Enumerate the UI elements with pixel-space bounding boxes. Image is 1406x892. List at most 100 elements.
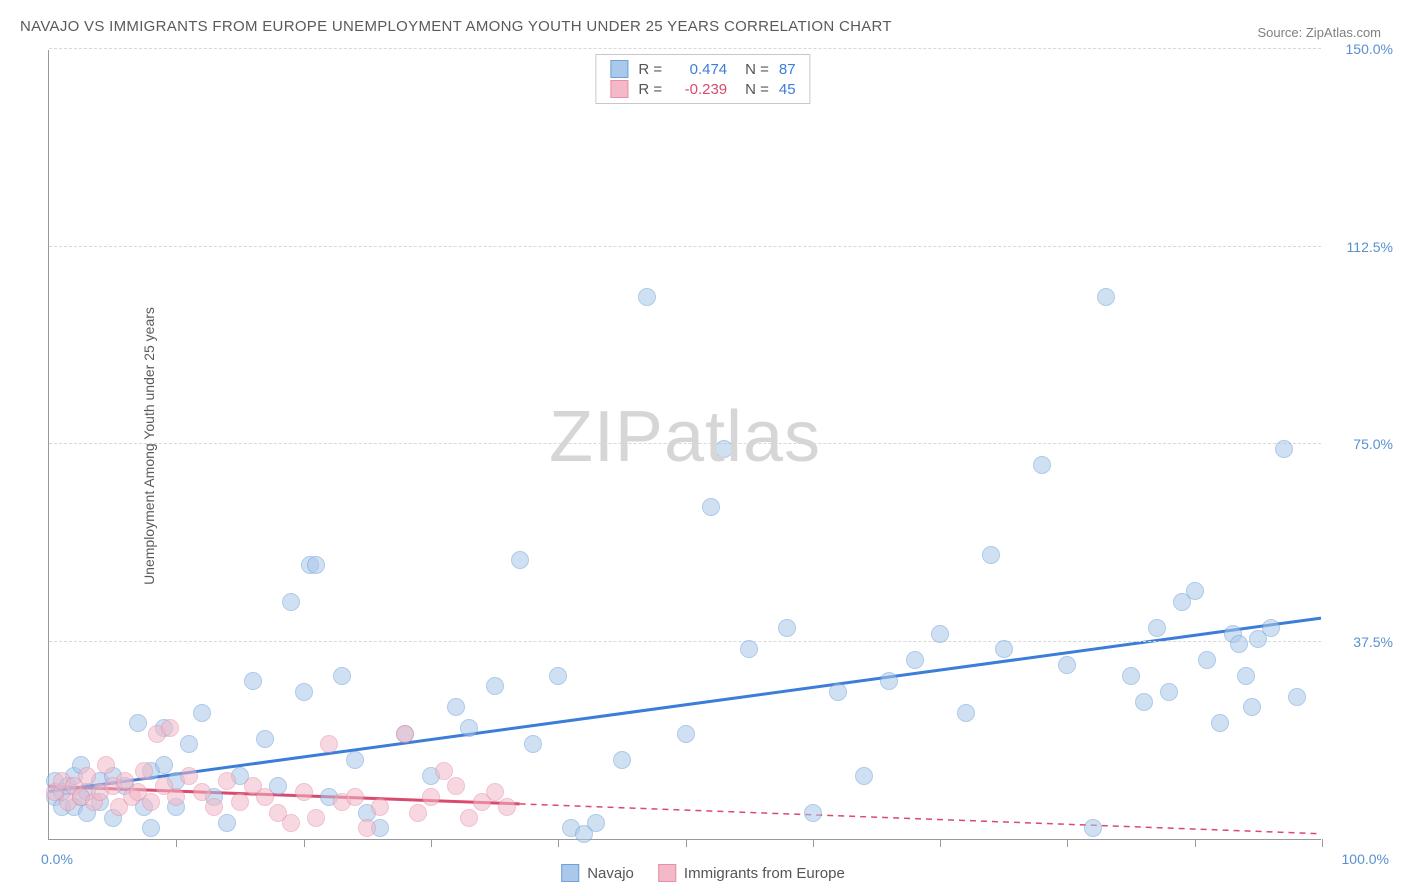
r-label: R = xyxy=(638,61,662,78)
x-tick xyxy=(176,839,177,847)
scatter-point xyxy=(371,798,389,816)
x-tick xyxy=(1067,839,1068,847)
trend-line-solid xyxy=(49,618,1321,792)
scatter-point xyxy=(1122,667,1140,685)
gridline xyxy=(49,641,1321,642)
x-tick xyxy=(431,839,432,847)
scatter-point xyxy=(218,814,236,832)
legend-label-navajo: Navajo xyxy=(587,865,634,882)
x-tick xyxy=(558,839,559,847)
scatter-point xyxy=(1211,714,1229,732)
scatter-point xyxy=(1243,698,1261,716)
y-tick-label: 75.0% xyxy=(1353,436,1393,452)
scatter-point xyxy=(778,619,796,637)
scatter-point xyxy=(486,783,504,801)
scatter-point xyxy=(982,546,1000,564)
scatter-point xyxy=(167,788,185,806)
scatter-point xyxy=(613,751,631,769)
scatter-point xyxy=(218,772,236,790)
scatter-point xyxy=(1160,683,1178,701)
scatter-point xyxy=(346,751,364,769)
scatter-point xyxy=(307,556,325,574)
scatter-point xyxy=(180,735,198,753)
scatter-point xyxy=(587,814,605,832)
legend-label-europe: Immigrants from Europe xyxy=(684,865,845,882)
scatter-point xyxy=(855,767,873,785)
scatter-point xyxy=(1275,440,1293,458)
scatter-point xyxy=(142,793,160,811)
scatter-point xyxy=(1033,456,1051,474)
scatter-point xyxy=(549,667,567,685)
scatter-point xyxy=(460,809,478,827)
x-tick-label-right: 100.0% xyxy=(1342,851,1389,867)
scatter-point xyxy=(1186,582,1204,600)
scatter-point xyxy=(1097,288,1115,306)
scatter-point xyxy=(129,714,147,732)
scatter-point xyxy=(155,756,173,774)
gridline xyxy=(49,48,1321,49)
scatter-point xyxy=(804,804,822,822)
scatter-point xyxy=(193,704,211,722)
scatter-point xyxy=(995,640,1013,658)
scatter-point xyxy=(358,819,376,837)
scatter-point xyxy=(422,788,440,806)
scatter-point xyxy=(231,793,249,811)
scatter-point xyxy=(880,672,898,690)
swatch-navajo xyxy=(561,864,579,882)
gridline xyxy=(49,443,1321,444)
scatter-point xyxy=(447,777,465,795)
scatter-point xyxy=(715,440,733,458)
y-tick-label: 150.0% xyxy=(1346,41,1393,57)
scatter-point xyxy=(702,498,720,516)
n-value-europe: 45 xyxy=(779,81,796,98)
series-legend: Navajo Immigrants from Europe xyxy=(561,864,845,882)
scatter-point xyxy=(1148,619,1166,637)
scatter-point xyxy=(97,756,115,774)
scatter-point xyxy=(282,593,300,611)
scatter-point xyxy=(1262,619,1280,637)
scatter-point xyxy=(320,735,338,753)
x-tick xyxy=(940,839,941,847)
source-attribution: Source: ZipAtlas.com xyxy=(1257,25,1381,40)
y-tick-label: 112.5% xyxy=(1347,239,1393,255)
scatter-point xyxy=(78,767,96,785)
gridline xyxy=(49,246,1321,247)
scatter-point xyxy=(244,672,262,690)
scatter-point xyxy=(1288,688,1306,706)
chart-title: NAVAJO VS IMMIGRANTS FROM EUROPE UNEMPLO… xyxy=(20,18,892,35)
r-value-europe: -0.239 xyxy=(672,81,727,98)
scatter-point xyxy=(409,804,427,822)
n-value-navajo: 87 xyxy=(779,61,796,78)
legend-item-europe: Immigrants from Europe xyxy=(658,864,845,882)
scatter-point xyxy=(677,725,695,743)
scatter-point xyxy=(205,798,223,816)
scatter-point xyxy=(307,809,325,827)
legend-item-navajo: Navajo xyxy=(561,864,634,882)
scatter-point xyxy=(1084,819,1102,837)
scatter-point xyxy=(460,719,478,737)
scatter-point xyxy=(1135,693,1153,711)
scatter-point xyxy=(957,704,975,722)
scatter-point xyxy=(486,677,504,695)
scatter-point xyxy=(1198,651,1216,669)
x-tick xyxy=(813,839,814,847)
scatter-point xyxy=(498,798,516,816)
scatter-point xyxy=(1058,656,1076,674)
x-tick-label-left: 0.0% xyxy=(41,851,73,867)
scatter-point xyxy=(180,767,198,785)
correlation-legend: R = 0.474 N = 87 R = -0.239 N = 45 xyxy=(595,54,810,104)
trend-lines xyxy=(49,50,1321,839)
y-tick-label: 37.5% xyxy=(1353,634,1393,650)
x-tick xyxy=(686,839,687,847)
n-label: N = xyxy=(745,61,769,78)
scatter-point xyxy=(740,640,758,658)
legend-row-navajo: R = 0.474 N = 87 xyxy=(610,59,795,79)
scatter-point xyxy=(295,783,313,801)
scatter-point xyxy=(447,698,465,716)
scatter-point xyxy=(135,762,153,780)
scatter-point xyxy=(346,788,364,806)
scatter-point xyxy=(829,683,847,701)
scatter-point xyxy=(282,814,300,832)
swatch-europe xyxy=(658,864,676,882)
x-tick xyxy=(1195,839,1196,847)
